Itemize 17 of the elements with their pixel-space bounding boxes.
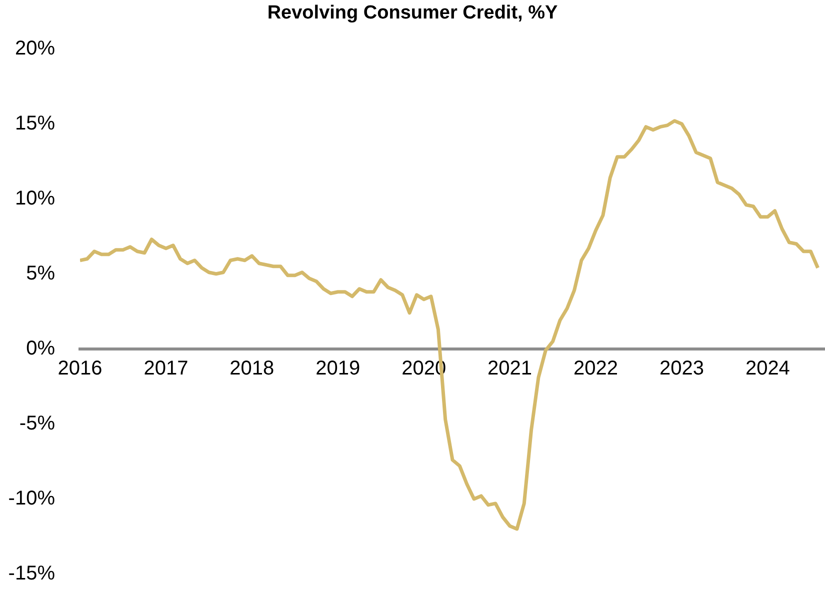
x-tick-label: 2019	[316, 357, 360, 380]
x-tick-label: 2018	[230, 357, 274, 380]
y-tick-label: 10%	[14, 187, 56, 210]
chart-title: Revolving Consumer Credit, %Y	[267, 2, 558, 24]
y-tick-label: -5%	[19, 412, 56, 434]
y-tick-label: 20%	[14, 37, 56, 60]
x-tick-label: 2024	[745, 357, 790, 380]
y-tick-label: -15%	[8, 562, 56, 585]
y-tick-label: 0%	[26, 337, 56, 360]
x-tick-label: 2022	[574, 357, 618, 380]
x-tick-label: 2016	[58, 357, 102, 380]
y-tick-label: 5%	[26, 262, 56, 284]
y-tick-label: 15%	[14, 112, 56, 134]
y-tick-label: -10%	[8, 487, 56, 510]
x-tick-label: 2023	[659, 357, 704, 380]
x-tick-label: 2017	[144, 357, 188, 380]
x-tick-label: 2021	[488, 357, 532, 380]
